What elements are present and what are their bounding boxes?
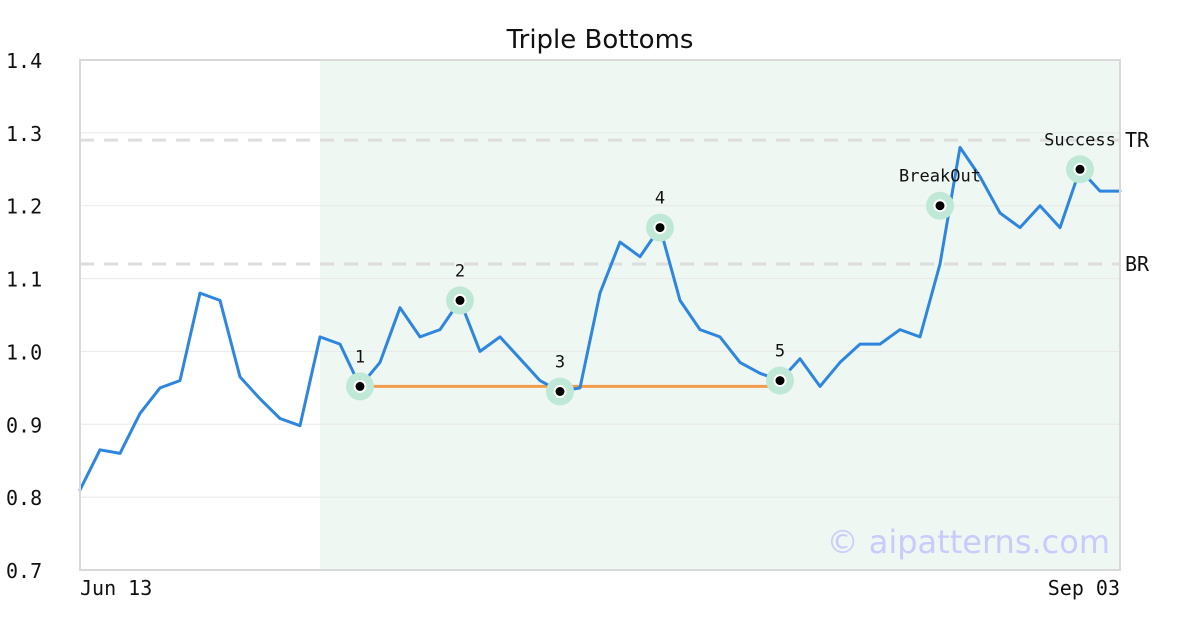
x-tick-label-start: Jun 13 [80, 576, 152, 600]
watermark: © aipatterns.com [827, 523, 1110, 561]
y-tick-label: 1.0 [6, 340, 42, 364]
point-label-4: 4 [655, 189, 665, 209]
point-label-success: Success [1044, 130, 1116, 150]
point-dot-2 [453, 293, 467, 307]
gridlines [80, 132, 1120, 498]
point-label-3: 3 [555, 353, 565, 373]
point-label-2: 2 [455, 261, 465, 281]
point-dot-4 [653, 221, 667, 235]
y-tick-label: 0.7 [6, 559, 42, 583]
y-tick-label: 1.3 [6, 122, 42, 146]
y-tick-label: 0.8 [6, 486, 42, 510]
point-label-5: 5 [775, 342, 785, 362]
level-label-tr: TR [1125, 128, 1150, 152]
point-dot-breakout [933, 199, 947, 213]
point-dot-1 [353, 379, 367, 393]
pattern-region-shade [320, 60, 1120, 570]
level-lines: TR BR [80, 128, 1150, 276]
y-tick-label: 0.9 [6, 413, 42, 437]
y-axis-ticks: 0.7 0.8 0.9 1.0 1.1 1.2 1.3 1.4 [6, 49, 42, 583]
y-tick-label: 1.2 [6, 195, 42, 219]
price-series [78, 145, 1122, 492]
pattern-region [320, 60, 1120, 570]
pattern-markers: 1 2 3 4 5 BreakOut Success [346, 130, 1116, 406]
point-dot-5 [773, 374, 787, 388]
level-label-br: BR [1125, 252, 1150, 276]
x-axis-ticks: Jun 13 Sep 03 [80, 576, 1120, 600]
point-label-breakout: BreakOut [899, 167, 981, 187]
point-dot-3 [553, 385, 567, 398]
plot-border [79, 59, 1121, 571]
point-dot-success [1073, 162, 1087, 176]
price-line [78, 145, 1122, 492]
x-tick-label-end: Sep 03 [1048, 576, 1120, 600]
point-label-1: 1 [355, 347, 365, 367]
chart-title: Triple Bottoms [506, 25, 694, 55]
y-tick-label: 1.4 [6, 49, 42, 73]
y-tick-label: 1.1 [6, 268, 42, 292]
